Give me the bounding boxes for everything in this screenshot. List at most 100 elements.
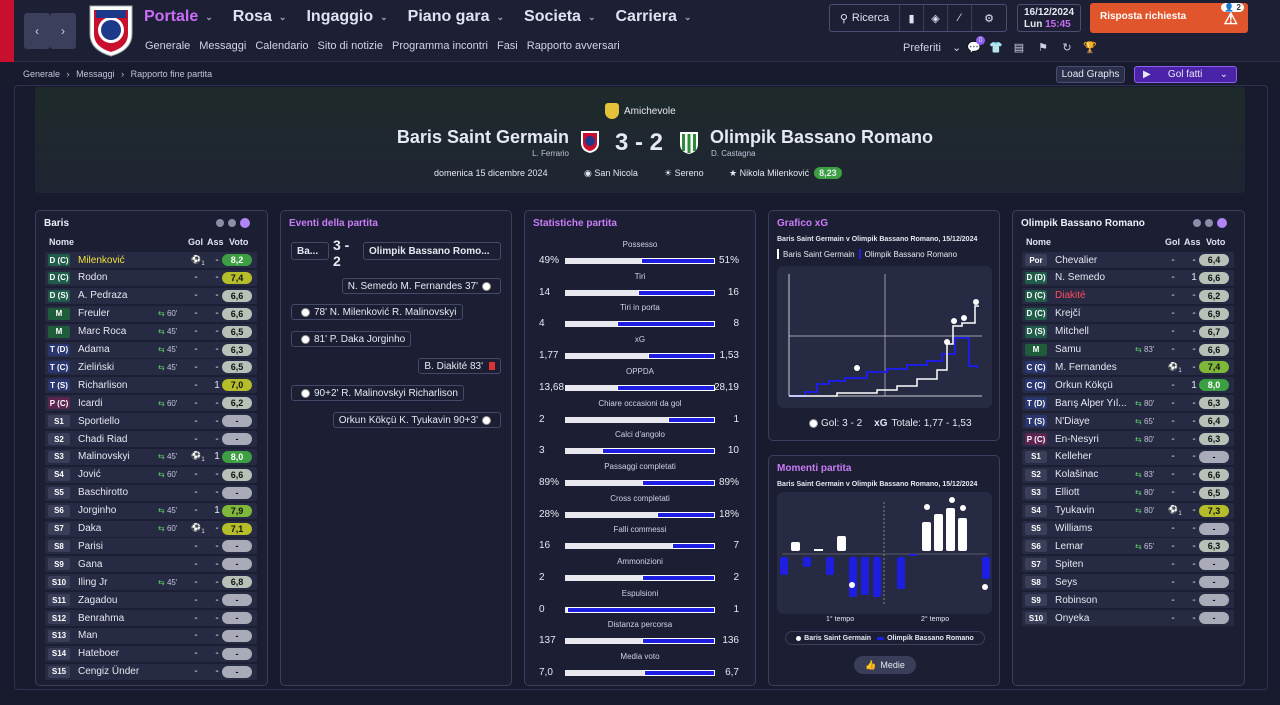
refresh-icon[interactable]: ↻ [1062,41,1072,54]
submenu-programma-incontri[interactable]: Programma incontri [391,40,488,52]
away-team-name[interactable]: Olimpik Bassano Romano [710,127,934,147]
submenu-calendario[interactable]: Calendario [255,40,309,52]
player-name[interactable]: Chadi Riad [78,433,128,445]
player-name[interactable]: Freuler [78,308,110,320]
table-row[interactable]: M Samu ⇆ 83' - -6,6 [1022,341,1234,358]
table-row[interactable]: S7 Spiten - - - [1022,556,1234,573]
breadcrumb-generale[interactable]: Generale [23,69,61,79]
player-name[interactable]: Robinson [1055,594,1098,606]
stat-row[interactable]: Tiri 14 16 [525,272,755,302]
bookmark-icon[interactable]: ▮ [900,5,924,31]
player-name[interactable]: Richarlison [78,379,128,391]
panel-page-dots[interactable] [1193,218,1227,228]
home-club-badge[interactable] [579,130,601,154]
shirt-icon[interactable]: 👕 [989,41,1003,54]
player-name[interactable]: N'Diaye [1055,415,1090,427]
stat-row[interactable]: Calci d'angolo 3 10 [525,430,755,460]
player-name[interactable]: Spiten [1055,558,1084,570]
table-row[interactable]: D (C) Krejčí - -6,9 [1022,305,1234,322]
menu-rosa[interactable]: Rosa ⌄ [233,8,287,26]
player-name[interactable]: Daka [78,523,102,534]
player-name[interactable]: Parisi [78,540,104,552]
date-time-box[interactable]: 16/12/2024 Lun 15:45 [1017,4,1081,32]
table-row[interactable]: S9 Robinson - - - [1022,592,1234,609]
player-name[interactable]: M. Fernandes [1055,361,1117,373]
submenu-generale[interactable]: Generale [145,40,191,52]
col-voto[interactable]: Voto [229,237,249,247]
table-row[interactable]: S5 Williams - - - [1022,520,1234,537]
player-name[interactable]: Marc Roca [78,326,127,338]
col-gol[interactable]: Gol [1165,237,1180,247]
stat-row[interactable]: Passaggi completati 89% 89% [525,462,755,492]
load-graphs-button[interactable]: Load Graphs [1056,66,1125,83]
away-panel-title[interactable]: Olimpik Bassano Romano [1021,218,1145,229]
continue-alert-button[interactable]: Risposta richiesta ⚠ 👤 2 [1090,3,1248,33]
table-row[interactable]: S6 Lemar ⇆ 65' - -6,3 [1022,538,1234,555]
player-name[interactable]: Orkun Kökçü [1055,379,1113,391]
match-event[interactable]: 81' P. Daka Jorginho [291,331,412,347]
stat-row[interactable]: OPPDA 13,68 28,19 [525,367,755,397]
table-row[interactable]: P (C) En-Nesyri ⇆ 80' - -6,3 [1022,431,1234,447]
table-row[interactable]: D (C) Milenković ⚽1-8,2 [45,252,257,268]
shield-icon[interactable]: ◈ [924,5,948,31]
table-row[interactable]: M Freuler ⇆ 60' - -6,6 [45,305,257,322]
player-name[interactable]: Gana [78,558,103,570]
col-ass[interactable]: Ass [1184,237,1201,247]
col-name[interactable]: Nome [1026,237,1052,247]
player-name[interactable]: Lemar [1055,540,1084,552]
settings-gear-icon[interactable]: ⚙ [984,12,994,25]
table-row[interactable]: S4 Jović ⇆ 60' - -6,6 [45,466,257,483]
player-name[interactable]: Zagadou [78,594,118,606]
table-row[interactable]: D (D) N. Semedo - 1 6,6 [1022,269,1234,286]
player-name[interactable]: Jović [78,469,101,481]
table-row[interactable]: S3 Malinovskyi ⇆ 45' ⚽1 1 8,0 [45,448,257,465]
table-row[interactable]: S4 Tyukavin ⇆ 80' ⚽1-7,3 [1022,502,1234,519]
medie-button[interactable]: 👍 Medie [854,656,916,674]
player-name[interactable]: A. Pedraza [78,290,128,302]
table-row[interactable]: S2 Kolašinac ⇆ 83' - -6,6 [1022,466,1234,483]
player-name[interactable]: Samu [1055,344,1082,355]
xg-chart[interactable] [777,266,992,408]
match-event[interactable]: 78' N. Milenković R. Malinovskyi [291,304,463,320]
stat-row[interactable]: Cross completati 28% 18% [525,494,755,524]
panel-page-dots[interactable] [216,218,250,228]
col-voto[interactable]: Voto [1206,237,1226,247]
player-name[interactable]: Diakité [1055,290,1086,302]
table-row[interactable]: S11 Zagadou - - - [45,592,257,609]
table-row[interactable]: S14 Hateboer - - - [45,645,257,662]
back-button[interactable]: ‹ [24,13,50,49]
table-row[interactable]: M Marc Roca ⇆ 45' - -6,5 [45,323,257,340]
events-home-team[interactable]: Ba... [291,242,329,260]
player-name[interactable]: Mitchell [1055,326,1089,338]
submenu-rapporto-avversari[interactable]: Rapporto avversari [526,40,620,52]
table-row[interactable]: Por Chevalier - -6,4 [1022,252,1234,268]
table-row[interactable]: S6 Jorginho ⇆ 45' - 1 7,9 [45,502,257,519]
table-row[interactable]: D (S) A. Pedraza - -6,6 [45,287,257,304]
table-row[interactable]: S3 Elliott ⇆ 80' - -6,5 [1022,484,1234,501]
player-name[interactable]: Krejčí [1055,308,1081,320]
submenu-sito-di-notizie[interactable]: Sito di notizie [317,40,383,52]
tactics-icon[interactable]: ⚑ [1038,41,1048,54]
breadcrumb-messaggi[interactable]: Messaggi [76,69,115,79]
table-row[interactable]: D (C) Diakité - -6,2 [1022,287,1234,304]
menu-ingaggio[interactable]: Ingaggio ⌄ [306,8,387,26]
stat-row[interactable]: Tiri in porta 4 8 [525,303,755,333]
player-of-match[interactable]: ★ Nikola Milenković 8,23 [729,167,842,179]
menu-piano-gara[interactable]: Piano gara ⌄ [408,8,504,26]
stat-row[interactable]: Distanza percorsa 137 136 [525,620,755,650]
table-row[interactable]: T (C) Zieliński ⇆ 45' - -6,5 [45,359,257,376]
player-name[interactable]: Kolašinac [1055,469,1099,481]
player-name[interactable]: Chevalier [1055,254,1098,266]
menu-societa[interactable]: Societa ⌄ [524,8,595,26]
search-button[interactable]: ⚲ Ricerca [830,5,900,31]
stat-row[interactable]: Falli commessi 16 7 [525,525,755,555]
match-event[interactable]: N. Semedo M. Fernandes 37' [341,278,501,294]
edit-icon[interactable]: ⁄ [948,5,972,31]
player-name[interactable]: Adama [78,344,110,355]
stat-row[interactable]: Media voto 7,0 6,7 [525,652,755,682]
player-name[interactable]: Sportiello [78,415,120,427]
col-gol[interactable]: Gol [188,237,203,247]
momenti-chart[interactable] [777,492,992,614]
submenu-fasi[interactable]: Fasi [496,40,518,52]
table-row[interactable]: S10 Iling Jr ⇆ 45' - -6,8 [45,574,257,591]
